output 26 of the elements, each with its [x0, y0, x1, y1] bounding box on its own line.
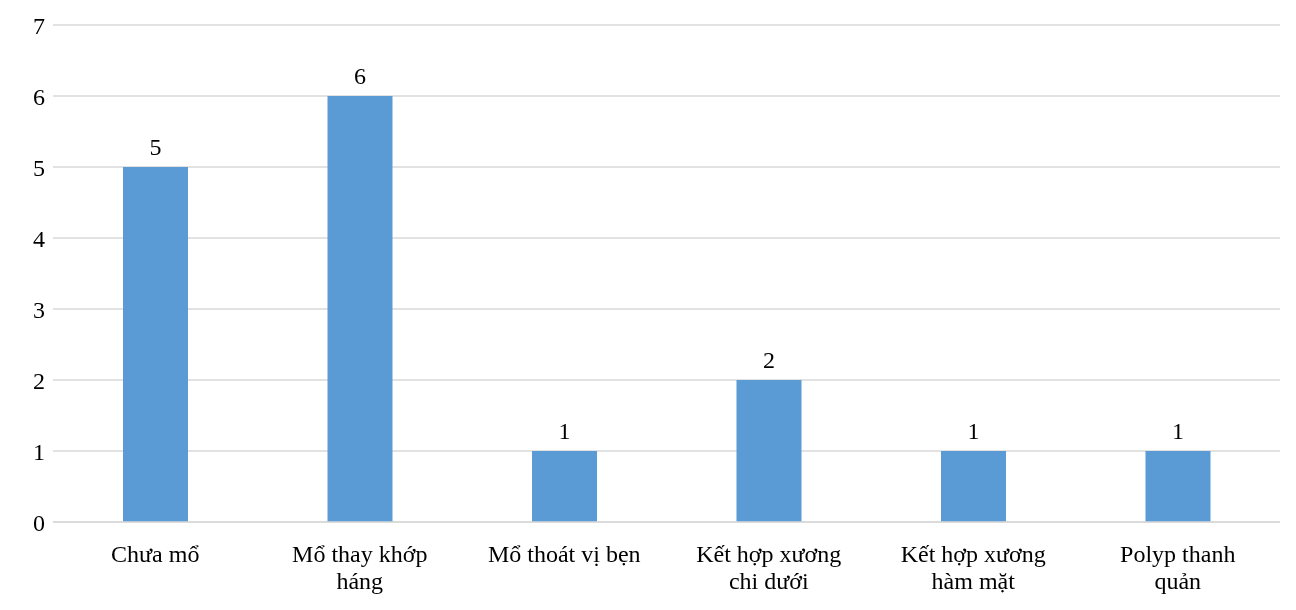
x-tick-label: Mổ thay khớp háng [292, 540, 428, 595]
y-tick-label: 4 [33, 225, 45, 252]
y-tick-label: 2 [33, 367, 45, 394]
x-tick-label: Kết hợp xương hàm mặt [900, 540, 1046, 595]
x-tick-label: Kết hợp xương chi dưới [696, 540, 842, 595]
y-tick-label: 5 [33, 154, 45, 181]
x-tick-label: Mổ thoát vị bẹn [487, 540, 641, 567]
data-label: 1 [558, 418, 571, 444]
y-tick-label: 1 [33, 438, 45, 465]
data-label: 2 [763, 347, 775, 373]
y-tick-label: 3 [33, 296, 45, 323]
data-label: 6 [354, 63, 366, 89]
bar [327, 96, 393, 522]
bar [736, 380, 802, 522]
y-tick-label: 6 [33, 83, 45, 110]
data-label: 1 [1172, 418, 1184, 444]
bar [532, 451, 597, 522]
y-tick-label: 0 [33, 509, 45, 536]
x-tick-label: Polyp thanh quản [1120, 540, 1236, 595]
y-tick-label: 7 [33, 12, 45, 39]
data-label: 1 [967, 418, 980, 444]
bar [1145, 451, 1211, 522]
bar [123, 167, 188, 522]
x-tick-label: Chưa mổ [111, 540, 200, 567]
bar [941, 451, 1006, 522]
data-label: 5 [149, 134, 162, 160]
